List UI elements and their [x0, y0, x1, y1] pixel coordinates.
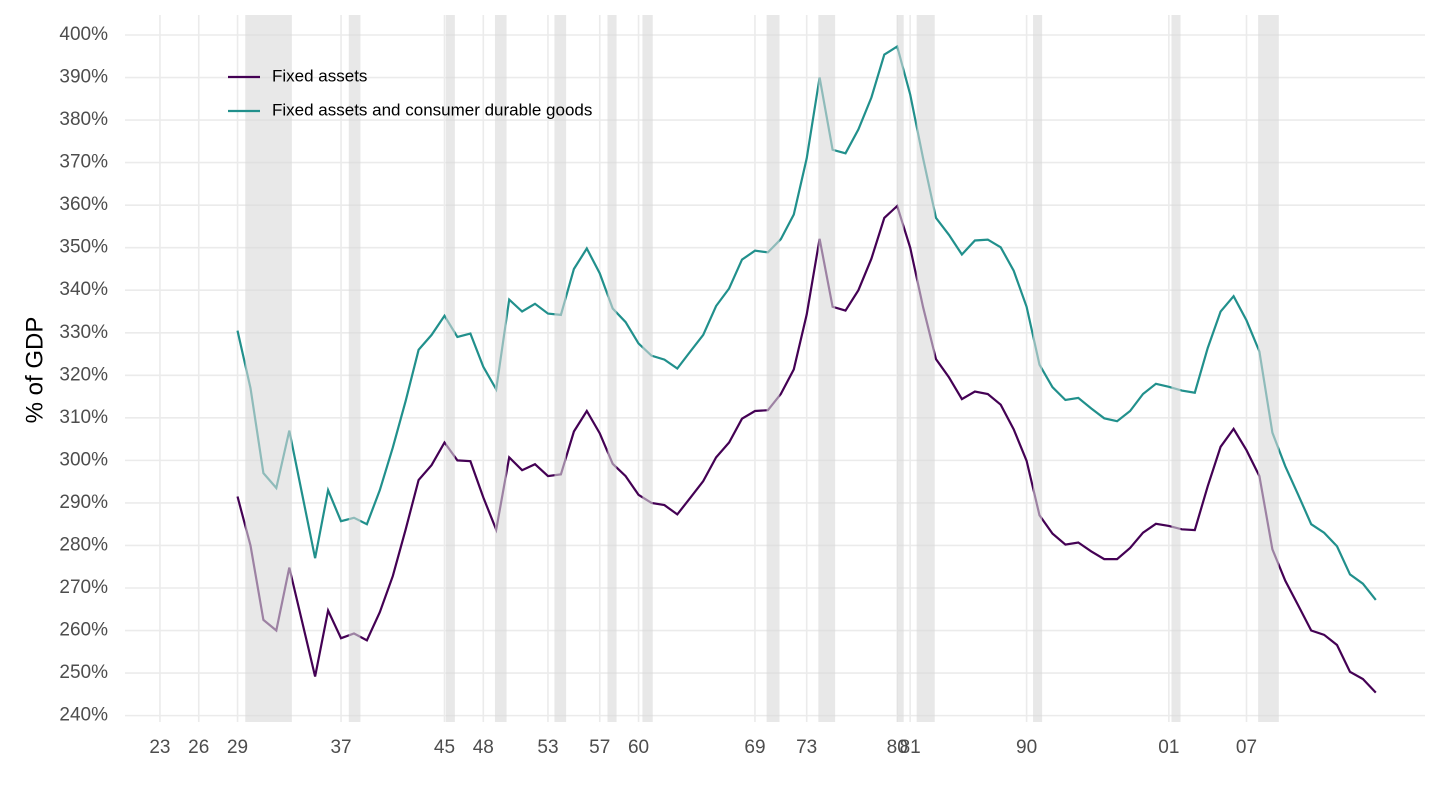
x-tick-label: 01 — [1158, 737, 1179, 758]
recession-band — [1033, 15, 1043, 722]
recession-band — [766, 15, 780, 722]
series-line — [236, 204, 1377, 694]
x-tick-label: 57 — [589, 737, 610, 758]
y-tick-label: 280% — [59, 534, 108, 555]
y-tick-label: 350% — [59, 237, 108, 258]
y-tick-label: 270% — [59, 577, 108, 598]
x-tick-label: 37 — [330, 737, 351, 758]
y-tick-label: 340% — [59, 279, 108, 300]
y-tick-label: 250% — [59, 662, 108, 683]
x-tick-label: 90 — [1016, 737, 1037, 758]
series-line — [236, 44, 1377, 601]
recession-band — [607, 15, 617, 722]
recession-band — [897, 15, 904, 722]
x-tick-label: 26 — [188, 737, 209, 758]
y-tick-label: 310% — [59, 407, 108, 428]
y-tick-label: 290% — [59, 492, 108, 513]
y-tick-label: 370% — [59, 152, 108, 173]
x-tick-label: 45 — [434, 737, 455, 758]
recession-band — [916, 15, 935, 722]
recession-band — [348, 15, 361, 722]
recession-band — [1258, 15, 1279, 722]
recession-band — [642, 15, 653, 722]
legend-label: Fixed assets and consumer durable goods — [272, 100, 592, 119]
legend-label: Fixed assets — [272, 66, 367, 85]
y-tick-label: 400% — [59, 24, 108, 45]
x-tick-label: 69 — [744, 737, 765, 758]
recession-band — [245, 15, 292, 722]
recession-band — [494, 15, 507, 722]
x-tick-label: 81 — [900, 737, 921, 758]
x-tick-label: 23 — [149, 737, 170, 758]
y-tick-label: 330% — [59, 322, 108, 343]
y-tick-label: 360% — [59, 194, 108, 215]
y-tick-label: 300% — [59, 449, 108, 470]
x-tick-label: 07 — [1236, 737, 1257, 758]
x-tick-label: 73 — [796, 737, 817, 758]
y-tick-label: 390% — [59, 67, 108, 88]
x-tick-label: 53 — [537, 737, 558, 758]
recession-band — [818, 15, 836, 722]
x-tick-label: 60 — [628, 737, 649, 758]
y-tick-label: 240% — [59, 705, 108, 726]
recession-band — [554, 15, 567, 722]
x-tick-label: 48 — [473, 737, 494, 758]
recession-band — [1171, 15, 1181, 722]
y-tick-label: 380% — [59, 109, 108, 130]
y-tick-label: 260% — [59, 620, 108, 641]
y-axis-label: % of GDP — [21, 317, 48, 424]
x-tick-label: 29 — [227, 737, 248, 758]
x-tick-label: 80 — [887, 737, 908, 758]
y-tick-label: 320% — [59, 364, 108, 385]
recession-band — [445, 15, 455, 722]
